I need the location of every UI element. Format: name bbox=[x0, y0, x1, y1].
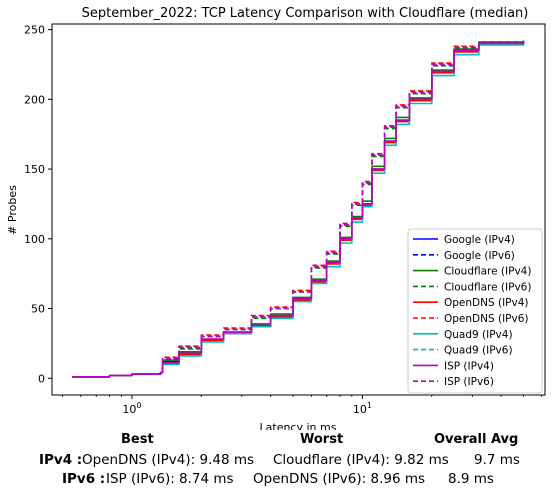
legend-label: Quad9 (IPv4) bbox=[444, 329, 513, 341]
y-tick-label: 150 bbox=[24, 163, 45, 176]
y-tick-label: 0 bbox=[38, 372, 45, 385]
chart-title: September_2022: TCP Latency Comparison w… bbox=[82, 6, 529, 21]
legend-label: Google (IPv6) bbox=[444, 250, 515, 262]
x-tick-label: 101 bbox=[353, 401, 372, 416]
overall-avg-header: Overall Avg bbox=[434, 432, 519, 447]
legend-label: OpenDNS (IPv4) bbox=[444, 297, 529, 309]
ipv6-avg-value: 8.9 ms bbox=[448, 471, 494, 487]
legend-label: OpenDNS (IPv6) bbox=[444, 313, 529, 325]
ipv4-best-value: OpenDNS (IPv4): 9.48 ms bbox=[82, 452, 255, 468]
legend-label: ISP (IPv6) bbox=[444, 376, 494, 388]
y-tick-label: 100 bbox=[24, 233, 45, 246]
worst-header: Worst bbox=[300, 432, 344, 447]
latency-chart: September_2022: TCP Latency Comparison w… bbox=[6, 6, 546, 430]
x-axis-ticks: 100 101 bbox=[62, 395, 543, 416]
legend-label: Cloudflare (IPv6) bbox=[444, 281, 531, 293]
ipv6-worst-value: OpenDNS (IPv6): 8.96 ms bbox=[253, 471, 426, 487]
series-line bbox=[72, 40, 525, 378]
plot-area bbox=[72, 40, 525, 378]
legend-label: Google (IPv4) bbox=[444, 234, 515, 246]
best-header: Best bbox=[121, 432, 154, 447]
y-axis-label: # Probes bbox=[6, 185, 19, 235]
legend-box bbox=[407, 228, 543, 394]
legend: Google (IPv4) Google (IPv6) Cloudflare (IP… bbox=[407, 228, 543, 394]
series-line bbox=[72, 40, 525, 378]
ipv4-avg-value: 9.7 ms bbox=[474, 452, 520, 468]
ipv6-best-value: ISP (IPv6): 8.74 ms bbox=[106, 471, 234, 487]
ipv4-worst-value: Cloudflare (IPv4): 9.82 ms bbox=[273, 452, 449, 468]
x-tick-label: 100 bbox=[122, 401, 141, 416]
ipv6-row-label: IPv6 : bbox=[62, 471, 106, 487]
legend-label: Cloudflare (IPv4) bbox=[444, 266, 531, 278]
legend-label: Quad9 (IPv6) bbox=[444, 345, 513, 357]
y-tick-label: 250 bbox=[24, 24, 45, 37]
x-axis-label: Latency in ms bbox=[260, 421, 337, 430]
y-axis-ticks: 0 50 100 150 200 250 bbox=[24, 24, 52, 385]
y-tick-label: 50 bbox=[31, 303, 45, 316]
y-tick-label: 200 bbox=[24, 93, 45, 106]
legend-label: ISP (IPv4) bbox=[444, 360, 494, 372]
ipv4-row-label: IPv4 : bbox=[39, 452, 83, 468]
plot-frame bbox=[51, 23, 546, 396]
